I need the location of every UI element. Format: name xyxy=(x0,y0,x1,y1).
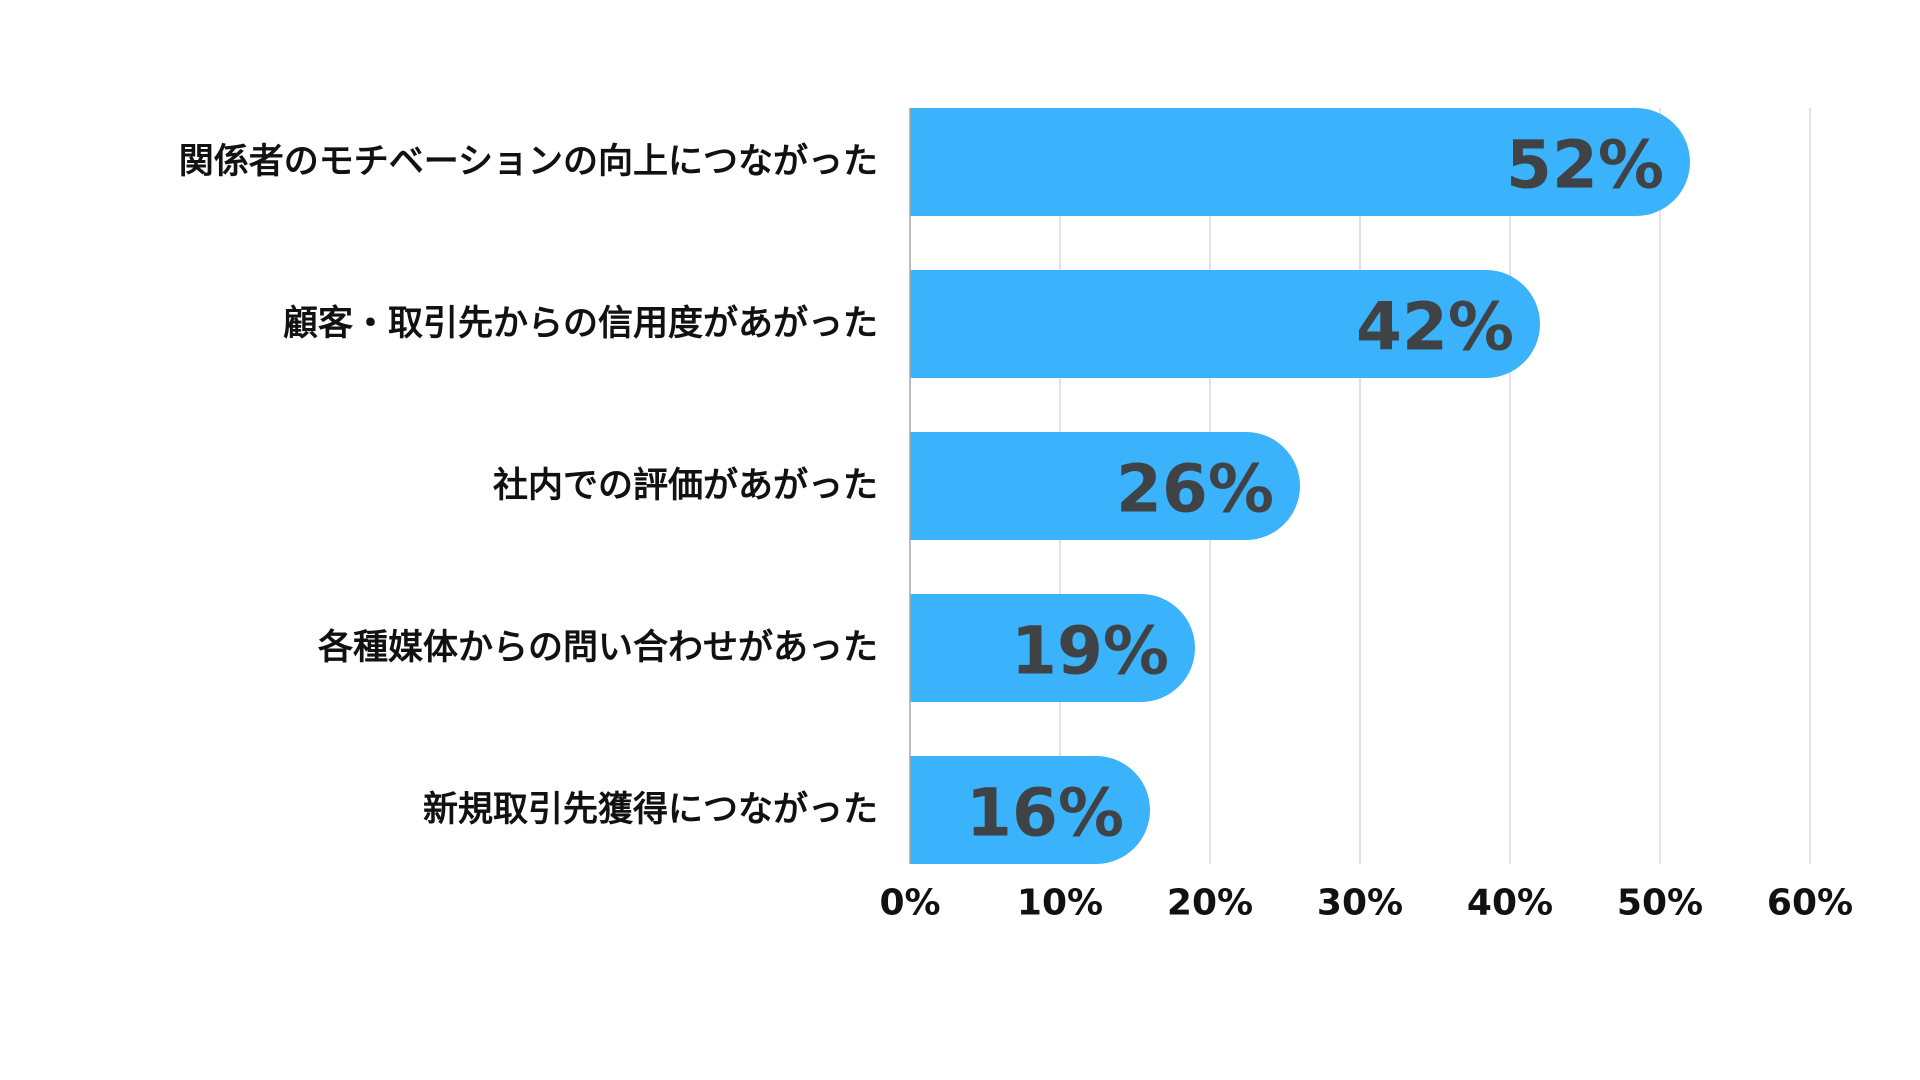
data-label-5: 16% xyxy=(966,775,1124,852)
grid-lines xyxy=(1059,108,1811,864)
data-label-4: 19% xyxy=(1011,613,1169,690)
category-label-4: 各種媒体からの問い合わせがあった xyxy=(317,627,878,668)
data-label-1: 52% xyxy=(1506,127,1664,204)
bar-2 xyxy=(910,270,1540,378)
category-label-2: 顧客・取引先からの信用度があがった xyxy=(283,303,878,344)
x-tick-label-6: 50% xyxy=(1617,883,1703,924)
bar-4 xyxy=(910,594,1195,702)
data-label-3: 26% xyxy=(1116,451,1274,528)
x-tick-label-3: 20% xyxy=(1167,883,1253,924)
x-tick-label-2: 10% xyxy=(1017,883,1103,924)
category-label-5: 新規取引先獲得につながった xyxy=(423,790,878,830)
bars xyxy=(910,108,1690,864)
category-label-1: 関係者のモチベーションの向上につながった xyxy=(179,142,878,182)
x-tick-label-1: 0% xyxy=(879,883,940,924)
bar-3 xyxy=(910,432,1300,540)
category-labels: 関係者のモチベーションの向上につながった顧客・取引先からの信用度があがった社内で… xyxy=(179,142,878,830)
category-label-3: 社内での評価があがった xyxy=(493,466,878,506)
bar-1 xyxy=(910,108,1690,216)
data-label-2: 42% xyxy=(1356,289,1514,366)
x-tick-label-7: 60% xyxy=(1767,883,1853,924)
data-labels: 52% 42% 26% 19% 16% xyxy=(966,127,1664,852)
x-tick-labels: 0% 10% 20% 30% 40% 50% 60% xyxy=(879,883,1853,924)
bar-5 xyxy=(910,756,1150,864)
x-tick-label-5: 40% xyxy=(1467,883,1553,924)
x-tick-label-4: 30% xyxy=(1317,883,1403,924)
